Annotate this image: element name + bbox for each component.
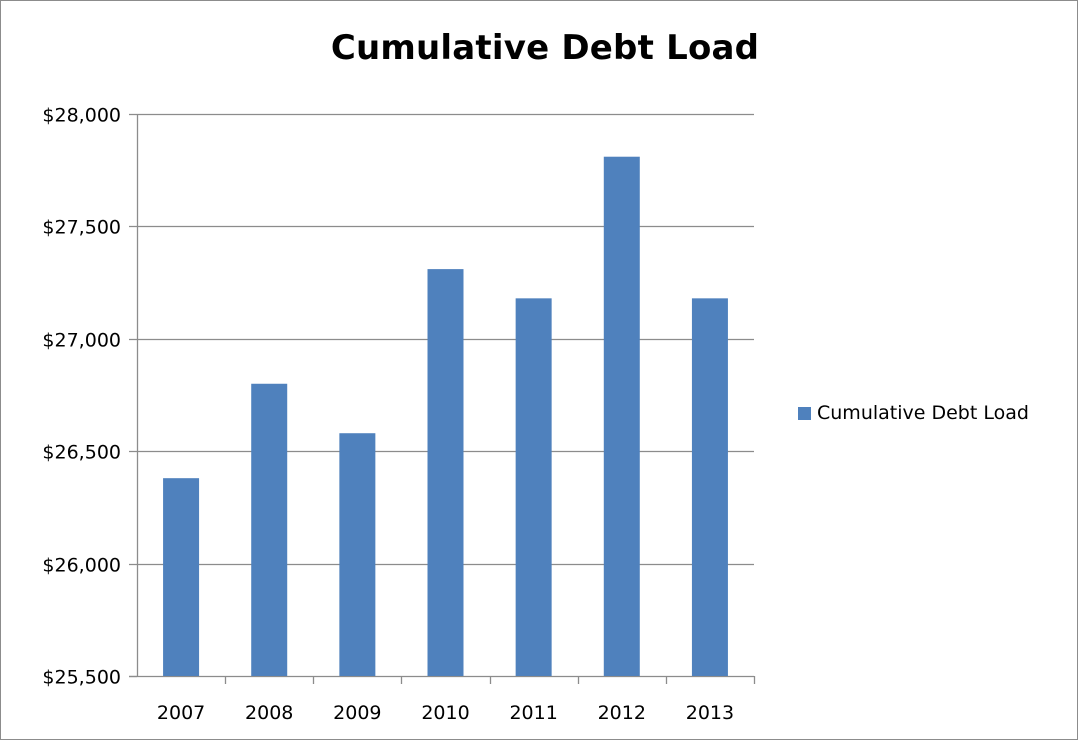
- bar-2013: [691, 298, 728, 676]
- y-tick-label: $27,000: [42, 330, 121, 352]
- bar-2008: [251, 383, 288, 676]
- y-tick-label: $26,000: [42, 555, 121, 577]
- legend: Cumulative Debt Load: [798, 402, 1029, 424]
- y-tick-label: $28,000: [42, 105, 121, 127]
- bar-2012: [603, 156, 640, 676]
- legend-label: Cumulative Debt Load: [817, 402, 1029, 424]
- x-tick-label: 2013: [686, 702, 734, 724]
- bar-2007: [163, 478, 200, 676]
- x-tick-label: 2008: [245, 702, 293, 724]
- chart-title: Cumulative Debt Load: [330, 28, 760, 68]
- x-tick-label: 2012: [598, 702, 646, 724]
- x-tick-label: 2009: [333, 702, 381, 724]
- x-tick-label: 2011: [509, 702, 557, 724]
- y-tick-label: $25,500: [42, 667, 121, 689]
- y-tick-label: $27,500: [42, 217, 121, 239]
- bar-2011: [515, 298, 552, 676]
- bar-2010: [427, 269, 464, 676]
- bar-2009: [339, 433, 376, 676]
- y-tick-label: $26,500: [42, 442, 121, 464]
- x-tick-label: 2007: [157, 702, 205, 724]
- legend-swatch: [798, 406, 811, 420]
- x-tick-label: 2010: [421, 702, 469, 724]
